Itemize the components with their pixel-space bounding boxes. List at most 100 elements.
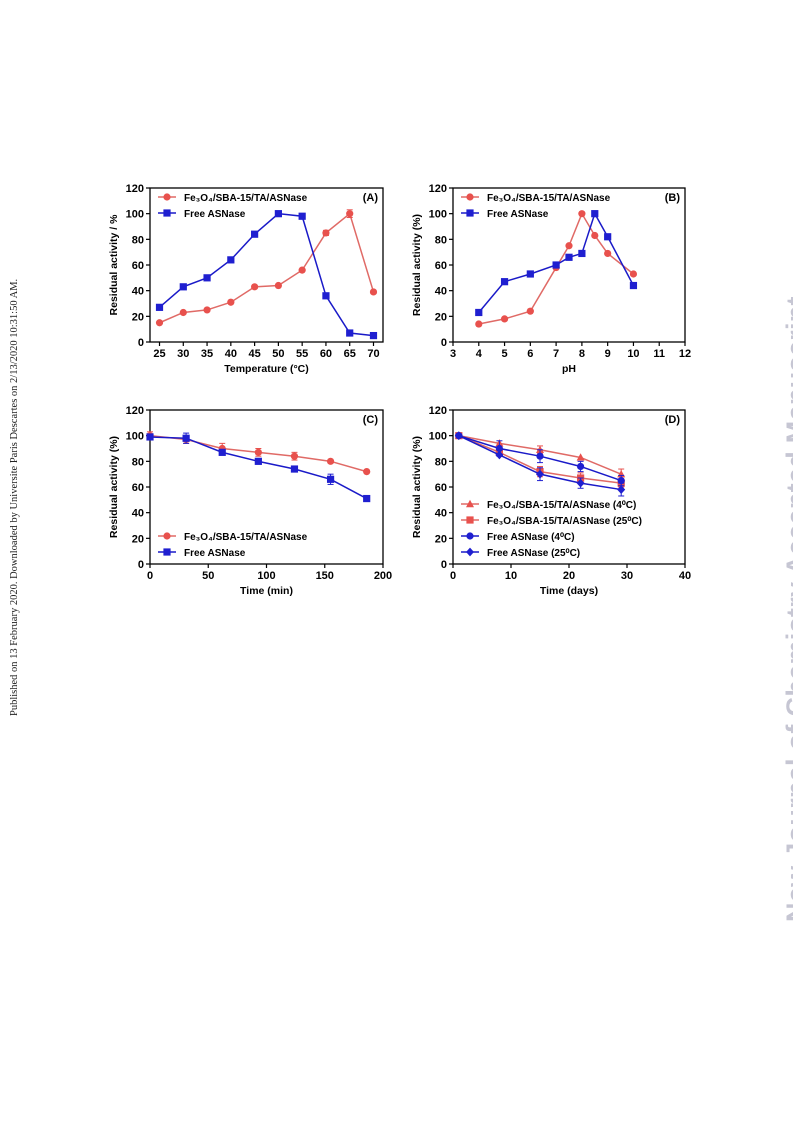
data-point [346,210,354,218]
y-tick-label: 120 [126,183,144,195]
data-point [155,303,164,311]
x-tick-label: 20 [563,570,575,582]
legend-label: Fe₃O₄/SBA-15/TA/ASNase [184,193,308,204]
legend-label: Fe₃O₄/SBA-15/TA/ASNase [487,193,611,204]
data-point [274,281,282,290]
data-point [227,298,235,306]
x-axis-title: Time (min) [240,585,293,597]
legend: Fe₃O₄/SBA-15/TA/ASNase (4⁰C) Fe₃O₄/SBA-15… [461,499,642,559]
data-point [326,475,335,483]
data-point [369,288,378,296]
data-point [155,319,164,327]
x-tick-label: 50 [202,570,214,582]
data-point [290,465,299,473]
data-point [227,256,235,264]
data-point [369,331,378,340]
data-point [500,278,509,286]
y-tick-label: 20 [435,311,447,323]
x-tick-label: 10 [627,348,639,360]
y-tick-label: 120 [126,405,144,417]
y-tick-label: 20 [435,533,447,545]
panel-label: (C) [363,414,379,426]
data-point [475,308,483,317]
y-tick-label: 20 [132,533,144,545]
data-point [591,231,599,240]
legend-marker [466,532,474,540]
x-tick-label: 70 [367,348,379,360]
series-line [159,212,374,337]
data-point [617,476,625,485]
data-point [203,306,211,314]
y-axis-title: Residual activity (%) [411,436,423,538]
y-tick-label: 100 [429,431,447,443]
y-tick-label: 100 [126,209,144,221]
y-tick-label: 60 [435,482,447,494]
data-point [629,281,638,290]
legend-marker [466,516,474,524]
y-tick-label: 80 [132,456,144,468]
data-point [254,457,262,465]
legend-marker [466,209,474,217]
data-point [251,230,259,238]
data-point [577,462,585,471]
x-tick-label: 12 [679,348,691,360]
data-point [565,253,573,261]
legend-label: Free ASNase (25⁰C) [487,548,580,559]
data-point [218,448,226,456]
x-tick-label: 50 [272,348,284,360]
data-point [182,434,190,442]
x-tick-label: 45 [248,348,260,360]
data-point [254,448,262,456]
legend-marker [466,547,474,557]
data-point [578,210,586,218]
x-tick-label: 7 [553,348,559,360]
panel-label: (B) [665,192,681,204]
legend: Fe₃O₄/SBA-15/TA/ASNase Free ASNase [158,193,308,220]
data-point [576,453,585,461]
y-tick-label: 60 [132,260,144,272]
data-point [326,457,335,465]
y-tick-label: 0 [138,337,144,349]
x-tick-label: 60 [320,348,332,360]
data-point [203,274,211,282]
data-point [536,452,544,460]
data-point [629,270,638,278]
x-tick-label: 0 [147,570,153,582]
panel-b: 0 20 40 60 80 100 120 3 4 5 6 7 8 9 10 11 12 pH Residual a… [411,183,691,375]
legend-marker [163,532,171,540]
data-point [274,210,282,218]
data-point [179,308,187,317]
data-point [565,242,573,250]
x-tick-label: 0 [450,570,456,582]
series-1 [146,432,371,503]
series-1 [475,210,638,317]
legend: Fe₃O₄/SBA-15/TA/ASNase Free ASNase [461,193,611,220]
series-line [159,212,375,324]
y-tick-label: 0 [441,559,447,571]
series-1 [155,210,378,340]
data-point [298,266,306,274]
legend-marker [163,548,171,556]
data-point [495,444,503,453]
y-tick-label: 80 [435,456,447,468]
x-tick-label: 6 [527,348,533,360]
y-tick-label: 40 [435,286,447,298]
x-tick-label: 3 [450,348,456,360]
data-point [146,433,154,441]
x-tick-label: 4 [476,348,483,360]
y-tick-label: 40 [435,508,447,520]
y-tick-label: 100 [429,209,447,221]
y-tick-label: 120 [429,405,447,417]
data-point [617,485,626,494]
y-tick-label: 0 [138,559,144,571]
data-point [578,249,586,258]
y-axis-title: Residual activity / % [108,214,120,316]
x-axis-title: pH [562,363,576,375]
data-point [500,315,509,323]
y-tick-label: 80 [132,234,144,246]
legend-marker [163,209,171,217]
x-tick-label: 40 [225,348,237,360]
legend-marker [466,499,474,508]
x-axis-title: Temperature (°C) [224,363,309,375]
panel-c: 0 20 40 60 80 100 120 0 50 100 150 200 Time (min) Res… [108,405,392,597]
